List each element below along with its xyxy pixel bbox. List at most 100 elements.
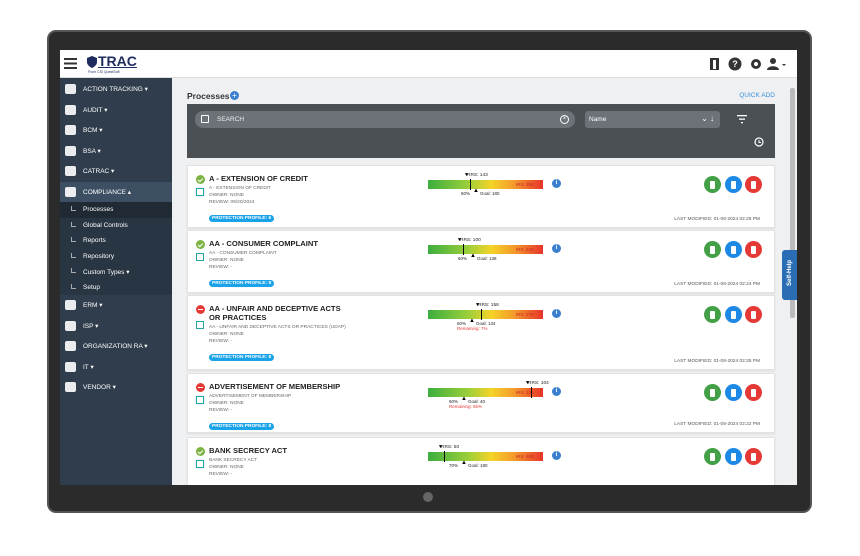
process-subtitle: BANK SECRECY ACT: [209, 458, 258, 463]
scrollbar[interactable]: [790, 88, 795, 318]
delete-button-glyph: [751, 245, 756, 254]
status-icon: [196, 175, 205, 184]
gauge-bar: [428, 180, 543, 189]
nav-item[interactable]: CATRAC ▾: [60, 161, 172, 182]
process-title[interactable]: A - EXTENSION OF CREDIT: [209, 174, 308, 183]
nav-subitem[interactable]: Global Controls: [60, 217, 172, 233]
nav-icon: [65, 125, 76, 135]
sort-field: Name: [589, 116, 607, 123]
irs-label: IRS: 103: [516, 390, 534, 395]
copy-button-glyph: [731, 388, 736, 397]
delete-button[interactable]: [745, 176, 762, 193]
process-review: REVIEW: -: [209, 472, 233, 477]
edit-button[interactable]: [704, 176, 721, 193]
rrs-line: [470, 179, 471, 190]
pct-label: 60%: [457, 321, 467, 326]
goal-label: Goal: 134: [476, 321, 496, 326]
nav-item[interactable]: ISP ▾: [60, 316, 172, 337]
nav-subitem[interactable]: Processes: [60, 202, 172, 218]
irs-label: IRS: 278: [516, 312, 534, 317]
search-box[interactable]: SEARCH ×: [195, 111, 575, 128]
sort-dropdown[interactable]: Name ⌄ ↓: [585, 111, 720, 128]
process-title[interactable]: AA - CONSUMER COMPLAINT: [209, 239, 318, 248]
card-info: A - EXTENSION OF CREDIT A - EXTENSION OF …: [209, 174, 369, 224]
rrs-marker: ▼: [464, 172, 469, 178]
nav-label: AUDIT ▾: [83, 106, 108, 114]
sidebar: ACTION TRACKING ▾ AUDIT ▾ BCM ▾ BSA ▾ CATRAC…: [60, 78, 172, 485]
info-icon[interactable]: i: [552, 387, 561, 396]
irs-label: IRS: 608: [516, 454, 534, 459]
nav-item[interactable]: COMPLIANCE ▴: [60, 181, 172, 202]
process-title[interactable]: ADVERTISEMENT OF MEMBERSHIP: [209, 382, 341, 391]
nav-item[interactable]: BCM ▾: [60, 120, 172, 141]
nav-item[interactable]: IT ▾: [60, 357, 172, 378]
nav-item[interactable]: ERM ▾: [60, 295, 172, 316]
add-icon[interactable]: +: [230, 91, 239, 100]
goal-marker: ▲: [461, 396, 467, 402]
rrs-marker: ▼: [475, 302, 480, 308]
edit-button[interactable]: [704, 241, 721, 258]
search-checkbox[interactable]: [201, 115, 209, 123]
delete-button[interactable]: [745, 448, 762, 465]
nav-icon: [65, 104, 76, 115]
nav-item[interactable]: ACTION TRACKING ▾: [60, 79, 172, 100]
pct-label: 70%: [449, 463, 459, 468]
info-icon[interactable]: i: [552, 451, 561, 460]
screen: TRAC From CSI QuestSoft ? ACTION TRACKIN…: [60, 50, 797, 485]
edit-button[interactable]: [704, 384, 721, 401]
goal-label: Goal: 180: [468, 463, 488, 468]
copy-button[interactable]: [725, 306, 742, 323]
card-info: AA - UNFAIR AND DECEPTIVE ACTS OR PRACTI…: [209, 304, 369, 363]
nav-item[interactable]: AUDIT ▾: [60, 100, 172, 121]
filter-icon[interactable]: [737, 115, 747, 124]
nav-subitem[interactable]: Repository: [60, 248, 172, 264]
process-title[interactable]: BANK SECRECY ACT: [209, 446, 288, 455]
nav-subitem[interactable]: Setup: [60, 279, 172, 295]
info-icon[interactable]: i: [552, 309, 561, 318]
sort-direction[interactable]: ⌄ ↓: [701, 114, 714, 123]
last-modified: LAST MODIFIED: 01-08-2024 02:25 PM: [674, 217, 760, 222]
copy-button[interactable]: [725, 448, 742, 465]
gauge-bar: [428, 452, 543, 461]
clear-icon[interactable]: ×: [560, 115, 569, 124]
goal-label: Goal: 40: [468, 399, 486, 404]
copy-button-glyph: [731, 310, 736, 319]
edit-button[interactable]: [704, 448, 721, 465]
remaining-label: Remaining: 7%: [457, 326, 488, 331]
nav-item[interactable]: BSA ▾: [60, 141, 172, 162]
delete-button[interactable]: [745, 306, 762, 323]
quick-add[interactable]: QUICK ADD: [739, 92, 775, 99]
info-icon[interactable]: i: [552, 244, 561, 253]
history-icon[interactable]: [754, 137, 764, 147]
nav-item[interactable]: ORGANIZATION RA ▾: [60, 336, 172, 357]
copy-button[interactable]: [725, 176, 742, 193]
self-help-tab[interactable]: Self-Help: [782, 250, 797, 300]
copy-button[interactable]: [725, 241, 742, 258]
copy-button[interactable]: [725, 384, 742, 401]
nav-subitem[interactable]: Reports: [60, 233, 172, 249]
nav-icon: [65, 361, 76, 372]
menu-icon[interactable]: [64, 58, 77, 69]
select-checkbox[interactable]: [196, 460, 204, 468]
select-checkbox[interactable]: [196, 396, 204, 404]
delete-button[interactable]: [745, 384, 762, 401]
protection-badge: PROTECTION PROFILE: 8: [209, 354, 275, 361]
delete-button-glyph: [751, 388, 756, 397]
edit-button[interactable]: [704, 306, 721, 323]
copy-button-glyph: [731, 180, 736, 189]
process-subtitle: ADVERTISEMENT OF MEMBERSHIP: [209, 394, 292, 399]
header-icons[interactable]: ?: [708, 57, 788, 72]
irs-label: IRS: 358: [516, 182, 534, 187]
gauge-bar: [428, 245, 543, 254]
nav-subitem[interactable]: Custom Types ▾: [60, 264, 172, 280]
info-icon[interactable]: i: [552, 179, 561, 188]
delete-button[interactable]: [745, 241, 762, 258]
process-card: ADVERTISEMENT OF MEMBERSHIP ADVERTISEMENT…: [187, 373, 775, 433]
rrs-marker: ▼: [525, 380, 530, 386]
select-checkbox[interactable]: [196, 188, 204, 196]
process-title[interactable]: AA - UNFAIR AND DECEPTIVE ACTS OR PRACTI…: [209, 304, 341, 322]
select-checkbox[interactable]: [196, 321, 204, 329]
nav-item[interactable]: VENDOR ▾: [60, 377, 172, 398]
select-checkbox[interactable]: [196, 253, 204, 261]
gauge-bar: [428, 310, 543, 319]
